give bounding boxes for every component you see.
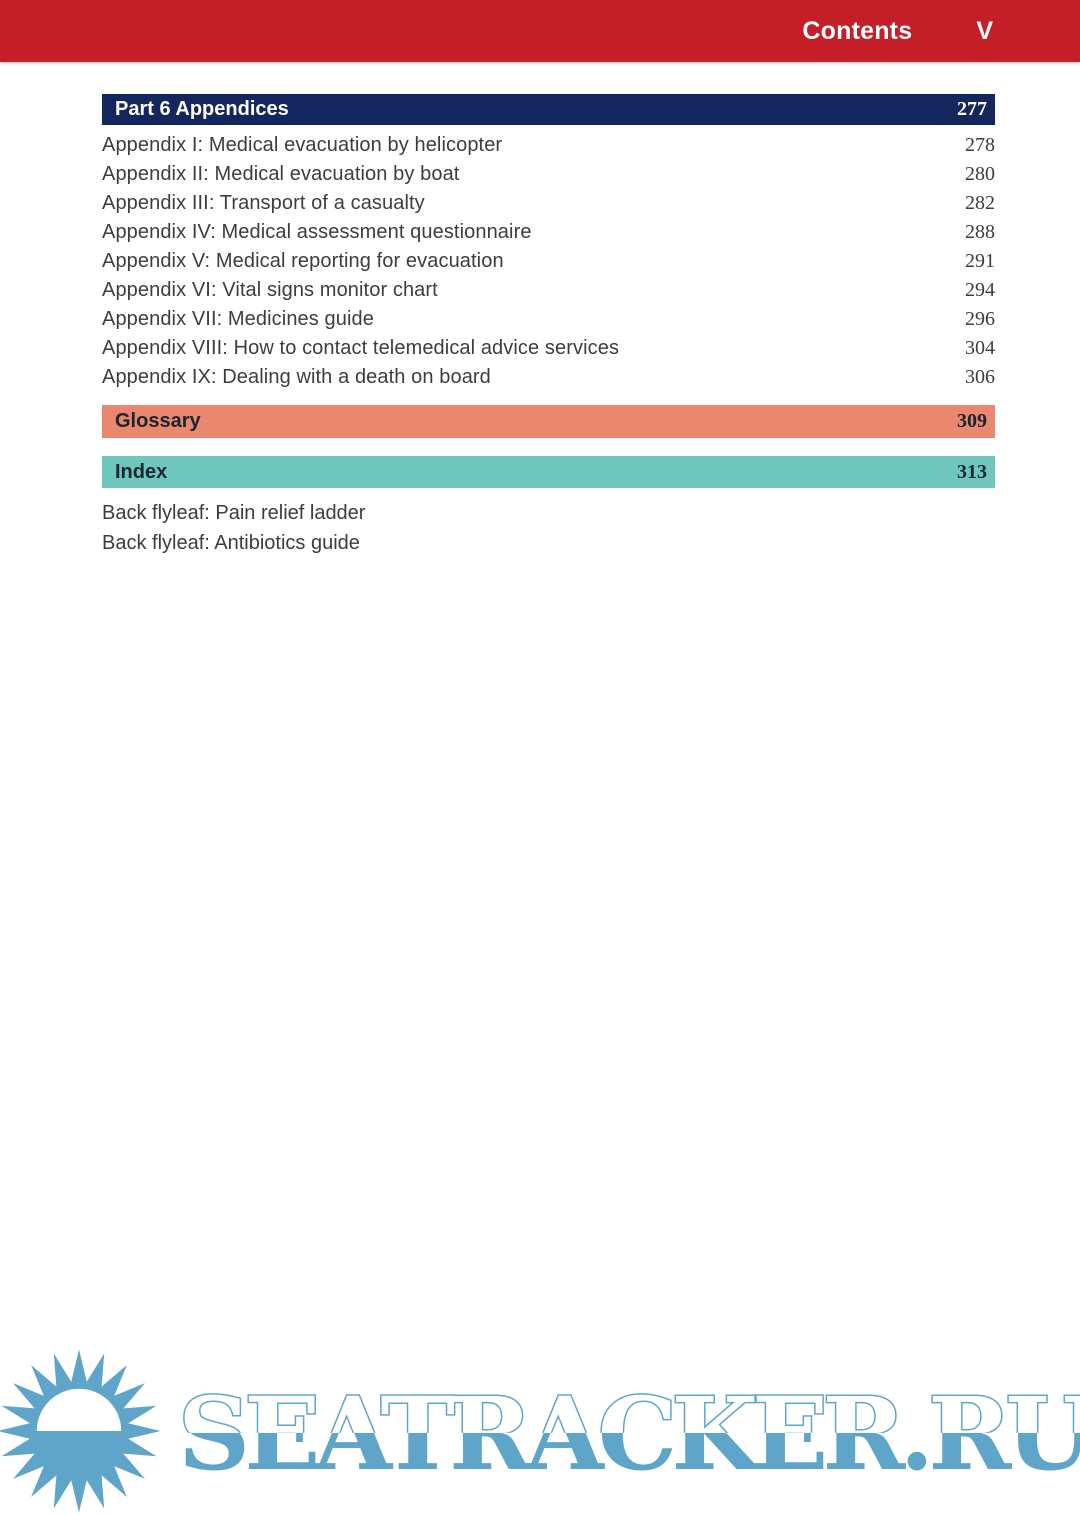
flyleaf-note: Back flyleaf: Pain relief ladder [102, 502, 366, 524]
toc-entry-label: Appendix VII: Medicines guide [102, 308, 374, 330]
toc-row: Appendix II: Medical evacuation by boat … [102, 160, 995, 189]
header-title: Contents [802, 16, 913, 45]
page-header: Contents V [0, 0, 1080, 62]
watermark-text: SEATRACKER.RU SEATRACKER.RU [178, 1375, 1080, 1495]
part-6-label: Part 6 Appendices [115, 98, 289, 120]
toc-entry-label: Appendix IX: Dealing with a death on boa… [102, 366, 491, 388]
toc-entry-page: 288 [965, 221, 995, 243]
toc-row: Appendix VIII: How to contact telemedica… [102, 334, 995, 363]
toc-entry-label: Appendix I: Medical evacuation by helico… [102, 134, 503, 156]
toc-row: Appendix I: Medical evacuation by helico… [102, 131, 995, 160]
toc-entry-label: Appendix VI: Vital signs monitor chart [102, 279, 438, 301]
part-6-page-number: 277 [957, 98, 987, 120]
glossary-label: Glossary [115, 410, 201, 432]
toc-entry-page: 280 [965, 163, 995, 185]
index-page-number: 313 [957, 460, 987, 483]
toc-entry-page: 282 [965, 192, 995, 214]
toc-entry-list: Appendix I: Medical evacuation by helico… [102, 131, 995, 392]
toc-row: Appendix III: Transport of a casualty 28… [102, 189, 995, 218]
toc-entry-page: 304 [965, 337, 995, 359]
sun-over-water-icon [0, 1349, 161, 1513]
flyleaf-notes: Back flyleaf: Pain relief ladder Back fl… [102, 498, 365, 558]
part-6-section-bar: Part 6 Appendices 277 [102, 94, 995, 125]
toc-entry-page: 291 [965, 250, 995, 272]
glossary-page-number: 309 [957, 410, 987, 432]
toc-row: Appendix VII: Medicines guide 296 [102, 305, 995, 334]
toc-entry-label: Appendix III: Transport of a casualty [102, 192, 425, 214]
index-section-bar: Index 313 [102, 456, 995, 488]
watermark-text-lower: SEATRACKER.RU [178, 1375, 1080, 1493]
toc-row: Appendix IV: Medical assessment question… [102, 218, 995, 247]
toc-row: Appendix V: Medical reporting for evacua… [102, 247, 995, 276]
flyleaf-note: Back flyleaf: Antibiotics guide [102, 532, 360, 554]
toc-entry-label: Appendix IV: Medical assessment question… [102, 221, 532, 243]
watermark-text-upper: SEATRACKER.RU [178, 1375, 1080, 1493]
glossary-section-bar: Glossary 309 [102, 405, 995, 438]
header-page-number: V [976, 16, 993, 45]
toc-entry-label: Appendix VIII: How to contact telemedica… [102, 337, 620, 359]
toc-entry-label: Appendix V: Medical reporting for evacua… [102, 250, 504, 272]
toc-entry-page: 296 [965, 308, 995, 330]
toc-entry-label: Appendix II: Medical evacuation by boat [102, 163, 460, 185]
toc-row: Appendix IX: Dealing with a death on boa… [102, 363, 995, 392]
toc-entry-page: 294 [965, 279, 995, 301]
toc-entry-page: 278 [965, 134, 995, 156]
index-label: Index [115, 460, 168, 483]
toc-entry-page: 306 [965, 366, 995, 388]
watermark: SEATRACKER.RU SEATRACKER.RU [0, 1340, 1080, 1515]
toc-row: Appendix VI: Vital signs monitor chart 2… [102, 276, 995, 305]
